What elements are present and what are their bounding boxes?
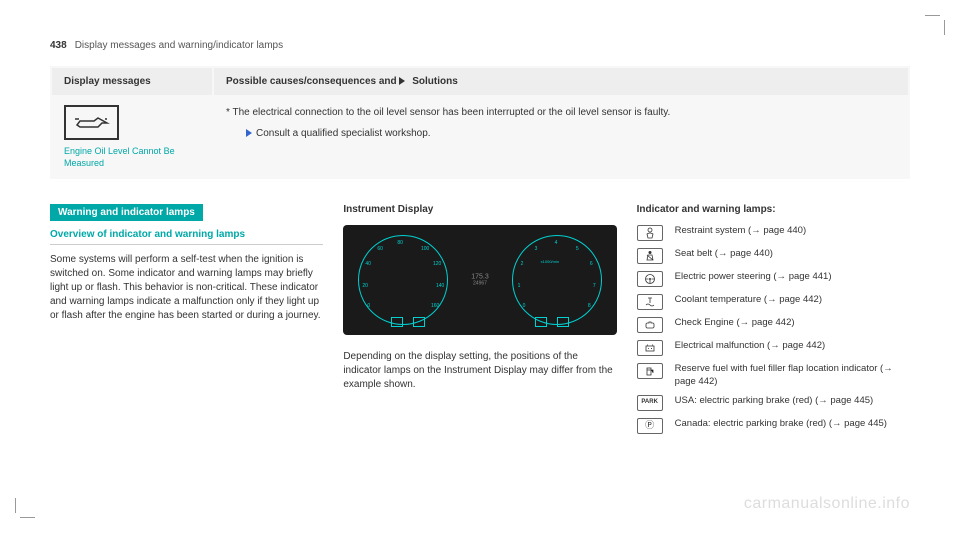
- indicator-text: Canada: electric parking brake (red) (→ …: [675, 418, 910, 430]
- engine-icon: [637, 317, 663, 333]
- column-2: Instrument Display 0 20 40 60 80 100 120…: [343, 204, 616, 441]
- watermark: carmanualsonline.info: [744, 495, 910, 513]
- indicator-item-coolant: Coolant temperature (→ page 442): [637, 294, 910, 310]
- tachometer-gauge: 0 1 2 3 4 5 6 7 8 x1000/min: [512, 235, 602, 325]
- indicator-text: Electric power steering (→ page 441): [675, 271, 910, 283]
- indicator-item-restraint: Restraint system (→ page 440): [637, 225, 910, 241]
- small-indicator-box: [535, 317, 547, 327]
- steering-icon: [637, 271, 663, 287]
- small-indicator-box: [557, 317, 569, 327]
- table-header-right: Possible causes/consequences and Solutio…: [214, 68, 908, 95]
- indicator-item-steering: Electric power steering (→ page 441): [637, 271, 910, 287]
- seatbelt-icon: [637, 248, 663, 264]
- crop-mark-tr: [925, 15, 945, 35]
- indicator-text: Check Engine (→ page 442): [675, 317, 910, 329]
- column-1: Warning and indicator lamps Overview of …: [50, 204, 323, 441]
- indicator-list: Restraint system (→ page 440) Seat belt …: [637, 225, 910, 434]
- display-messages-table: Display messages Possible causes/consequ…: [50, 66, 910, 179]
- indicator-item-park-usa: PARK USA: electric parking brake (red) (…: [637, 395, 910, 411]
- indicator-item-park-canada: Ⓟ Canada: electric parking brake (red) (…: [637, 418, 910, 434]
- table-row: Engine Oil Level Cannot Be Measured * Th…: [52, 97, 908, 177]
- coolant-icon: [637, 294, 663, 310]
- message-solution-cell: * The electrical connection to the oil l…: [214, 97, 908, 177]
- section-subtitle: Overview of indicator and warning lamps: [50, 229, 323, 245]
- instrument-caption: Depending on the display setting, the po…: [343, 350, 616, 392]
- battery-icon: [637, 340, 663, 356]
- message-icon-cell: Engine Oil Level Cannot Be Measured: [52, 97, 212, 177]
- parking-brake-icon: Ⓟ: [637, 418, 663, 434]
- section-tag: Warning and indicator lamps: [50, 204, 203, 221]
- indicator-item-seatbelt: Seat belt (→ page 440): [637, 248, 910, 264]
- small-indicator-box: [413, 317, 425, 327]
- restraint-icon: [637, 225, 663, 241]
- table-header-left: Display messages: [52, 68, 212, 95]
- indicator-text: Coolant temperature (→ page 442): [675, 294, 910, 306]
- solution-line: Consult a qualified specialist workshop.: [226, 126, 896, 141]
- indicator-item-engine: Check Engine (→ page 442): [637, 317, 910, 333]
- instrument-display-title: Instrument Display: [343, 204, 616, 215]
- message-name: Engine Oil Level Cannot Be Measured: [64, 146, 200, 169]
- crop-mark-bl: [15, 498, 35, 518]
- instrument-display-image: 0 20 40 60 80 100 120 140 160 0 1 2 3 4 …: [343, 225, 616, 335]
- indicator-text: Restraint system (→ page 440): [675, 225, 910, 237]
- small-indicator-box: [391, 317, 403, 327]
- indicator-text: Electrical malfunction (→ page 442): [675, 340, 910, 352]
- overview-body-text: Some systems will perform a self-test wh…: [50, 253, 323, 323]
- center-display: 175.3 24967: [471, 274, 489, 287]
- page-number: 438: [50, 40, 67, 51]
- indicator-text: USA: electric parking brake (red) (→ pag…: [675, 395, 910, 407]
- page-title: Display messages and warning/indicator l…: [75, 40, 283, 51]
- content-columns: Warning and indicator lamps Overview of …: [50, 204, 910, 441]
- indicator-text: Reserve fuel with fuel filler flap loca­…: [675, 363, 910, 388]
- indicator-item-battery: Electrical malfunction (→ page 442): [637, 340, 910, 356]
- speedometer-gauge: 0 20 40 60 80 100 120 140 160: [358, 235, 448, 325]
- column-3: Indicator and warning lamps: Restraint s…: [637, 204, 910, 441]
- page-header: 438 Display messages and warning/indicat…: [50, 40, 910, 51]
- triangle-icon: [246, 129, 252, 137]
- fuel-icon: [637, 363, 663, 379]
- triangle-icon: [399, 77, 405, 85]
- oil-can-icon: [64, 105, 119, 140]
- indicator-list-title: Indicator and warning lamps:: [637, 204, 910, 215]
- cause-text: * The electrical connection to the oil l…: [226, 105, 896, 120]
- indicator-item-fuel: Reserve fuel with fuel filler flap loca­…: [637, 363, 910, 388]
- park-icon: PARK: [637, 395, 663, 411]
- indicator-text: Seat belt (→ page 440): [675, 248, 910, 260]
